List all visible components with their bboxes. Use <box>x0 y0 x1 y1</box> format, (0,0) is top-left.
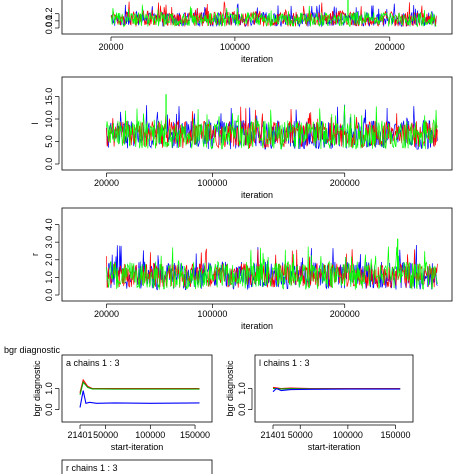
bgr-a-x-tick-label: 150000 <box>180 430 210 440</box>
trace-r-y-tick-label: 1.0 <box>44 271 54 284</box>
bgr-a-frame <box>61 354 213 423</box>
trace-r-x-tick-label: 200000 <box>330 309 360 319</box>
trace-l-series-1 <box>106 106 438 149</box>
bgr-a-series-0 <box>79 378 200 393</box>
trace-r-y-tick-label: 2.0 <box>44 254 54 267</box>
trace-r-x-tick-label: 20000 <box>94 309 119 319</box>
bgr-l-frame <box>254 354 414 423</box>
bgr-a-y-tick-label: 1.0 <box>44 382 54 395</box>
trace-a-x-tick-label: 100000 <box>220 42 250 52</box>
trace-l-frame <box>61 76 453 171</box>
bgr-l-x-tick-label: 21401 <box>260 430 285 440</box>
trace-r-series-2 <box>106 246 438 290</box>
trace-a-y-tick-label: 0.1 <box>44 15 54 28</box>
trace-l-y-tick-label: 5.0 <box>44 135 54 148</box>
trace-a-x-tick-label: 20000 <box>98 42 123 52</box>
bgr-a-x-tick-label: 100000 <box>135 430 165 440</box>
trace-a-x-tick-label: 200000 <box>375 42 405 52</box>
trace-l-y-tick-label: 10.0 <box>44 110 54 128</box>
trace-a-xlabel: iteration <box>241 54 273 64</box>
bgr-a-x-tick-label: 21401 <box>67 430 92 440</box>
bgr-l-x-tick-label: 50000 <box>288 430 313 440</box>
bgr-a-series-1 <box>79 381 200 395</box>
trace-r-y-tick-label: 0.0 <box>44 289 54 302</box>
trace-a-y-tick-label: 0.2 <box>44 7 54 20</box>
trace-r-ylabel: r <box>30 253 40 256</box>
trace-a-frame <box>61 0 453 35</box>
bgr-l-y-tick-label: 1.0 <box>237 382 247 395</box>
trace-l-y-tick-label: 0.0 <box>44 158 54 171</box>
trace-l-ylabel: l <box>30 123 40 125</box>
bgr-r-title: r chains 1 : 3 <box>66 463 118 473</box>
bgr-a-x-tick-label: 50000 <box>93 430 118 440</box>
section-title: bgr diagnostic <box>4 345 61 355</box>
trace-r-frame <box>61 207 453 302</box>
trace-r-y-tick-label: 4.0 <box>44 218 54 231</box>
bgr-a-xlabel: start-iteration <box>111 442 164 452</box>
trace-l-xlabel: iteration <box>241 190 273 200</box>
trace-l-x-tick-label: 200000 <box>330 178 360 188</box>
trace-a-y-tick-label: 0.0 <box>44 22 54 35</box>
bgr-l-ylabel: bgr diagnostic <box>225 360 235 417</box>
trace-l-x-tick-label: 100000 <box>197 178 227 188</box>
bgr-l-x-tick-label: 150000 <box>380 430 410 440</box>
trace-r-x-tick-label: 100000 <box>197 309 227 319</box>
trace-l-panel: 20000 100000 200000 iteration 0.0 5.0 10.0 15.0… <box>30 76 453 200</box>
trace-l-y-tick-label: 15.0 <box>44 88 54 106</box>
bgr-l-title: l chains 1 : 3 <box>259 358 310 368</box>
bgr-l-xlabel: start-iteration <box>308 442 361 452</box>
trace-r-y-tick-label: 3.0 <box>44 236 54 249</box>
bgr-r-frame <box>61 459 213 474</box>
trace-a-series-2 <box>110 4 437 28</box>
bgr-a-panel: a chains 1 : 3 21401 50000 100000 150000 star… <box>32 354 213 452</box>
trace-l-series-2 <box>106 105 438 150</box>
bgr-a-series-2 <box>79 390 200 408</box>
bgr-a-y-tick-label: 0.0 <box>44 403 54 416</box>
bgr-r-panel: r chains 1 : 3 <box>61 459 213 474</box>
bgr-a-title: a chains 1 : 3 <box>66 358 120 368</box>
bgr-l-y-tick-label: 0.0 <box>237 403 247 416</box>
trace-r-xlabel: iteration <box>241 321 273 331</box>
bgr-a-ylabel: bgr diagnostic <box>32 360 42 417</box>
trace-l-x-tick-label: 20000 <box>94 178 119 188</box>
trace-a-panel: 20000 100000 200000 iteration 0.00.10.2 <box>44 0 453 64</box>
bgr-l-panel: l chains 1 : 3 21401 50000 100000 150000 star… <box>225 354 414 452</box>
bgr-l-series-2 <box>272 387 401 393</box>
trace-r-panel: 20000 100000 200000 iteration 0.0 1.0 2.0 3.0 4.… <box>30 207 453 331</box>
bgr-l-x-tick-label: 100000 <box>333 430 363 440</box>
